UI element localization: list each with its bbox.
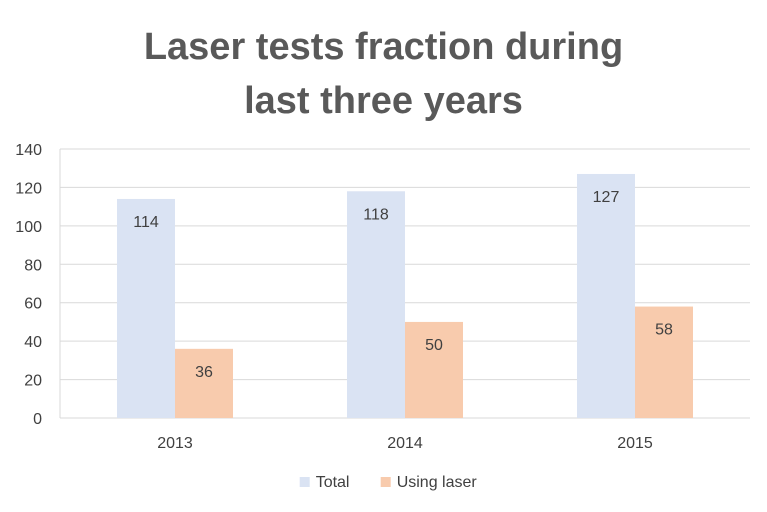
y-tick-label: 20 — [24, 373, 42, 390]
legend-label: Total — [316, 474, 350, 491]
x-category-label: 2013 — [157, 435, 193, 452]
x-category-label: 2014 — [387, 435, 423, 452]
x-category-label: 2015 — [617, 435, 653, 452]
legend-swatch — [299, 477, 310, 487]
chart-title-line-1: Laser tests fraction during — [143, 26, 624, 68]
y-tick-label: 80 — [24, 257, 42, 274]
y-tick-label: 140 — [15, 142, 42, 159]
bar-using-laser — [405, 321, 463, 418]
data-label: 36 — [195, 364, 213, 381]
y-tick-label: 40 — [24, 334, 42, 351]
data-label: 127 — [593, 189, 620, 206]
bar-total — [117, 198, 175, 418]
chart-title-line-2: last three years — [244, 80, 523, 122]
bar-using-laser — [175, 348, 233, 418]
data-label: 114 — [133, 214, 159, 231]
y-tick-label: 0 — [33, 411, 42, 428]
y-tick-label: 100 — [15, 219, 42, 236]
bar-total — [577, 173, 635, 418]
data-label: 118 — [363, 206, 389, 223]
legend-swatch — [380, 477, 391, 487]
data-label: 58 — [655, 322, 673, 339]
y-tick-label: 60 — [24, 296, 42, 313]
data-label: 50 — [425, 337, 443, 354]
bar-using-laser — [635, 306, 693, 418]
y-tick-label: 120 — [15, 180, 42, 197]
legend-label: Using laser — [397, 474, 478, 491]
bar-total — [347, 191, 405, 418]
